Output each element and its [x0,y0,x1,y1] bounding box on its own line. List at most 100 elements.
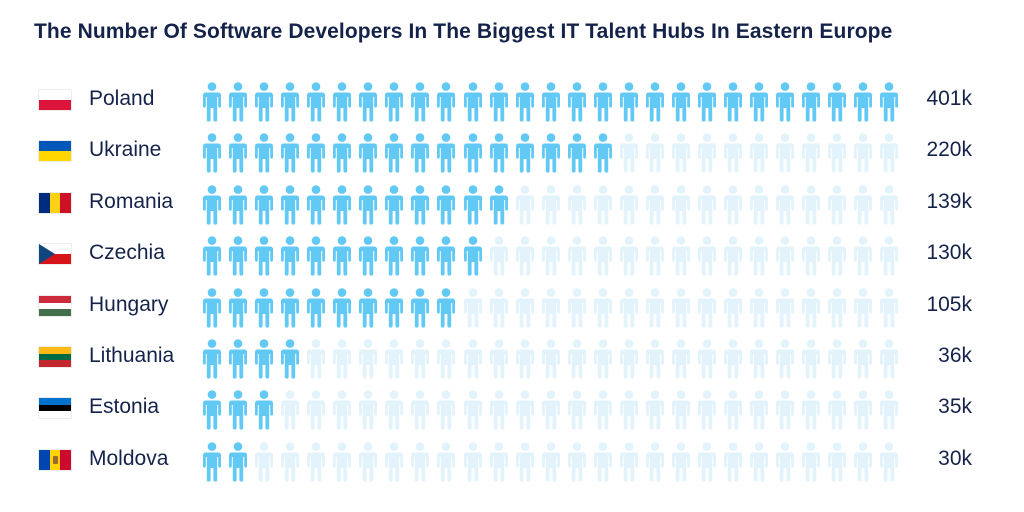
person-icon-empty [385,390,404,430]
person-icon-empty [828,339,847,379]
person-icon-empty [619,339,638,379]
person-icon-filled [359,236,378,276]
person-icon-empty [802,133,821,173]
chart-title: The Number Of Software Developers In The… [34,20,893,43]
person-icon-empty [593,390,612,430]
person-icon-empty [854,442,873,482]
country-label: Lithuania [89,343,175,367]
person-icon-filled [541,82,560,122]
person-icon-empty [828,185,847,225]
person-icon-empty [645,133,664,173]
value-label: 401k [926,87,972,110]
person-icon-empty [671,133,690,173]
person-icon-filled [333,133,352,173]
person-icon-empty [697,287,716,328]
person-icon-empty [359,390,378,430]
person-icon-empty [281,390,300,430]
person-icon-filled [229,236,248,276]
country-label: Ukraine [89,138,162,162]
person-icon-empty [854,390,873,430]
person-icon-empty [645,287,664,328]
person-icon-filled [281,236,300,276]
person-icon-filled [411,236,430,276]
person-icon-empty [697,185,716,225]
person-icon-filled [567,82,586,122]
person-icon-filled [203,390,221,430]
person-icon-empty [776,185,795,225]
person-icon-filled [255,390,274,430]
person-icon-empty [645,185,664,225]
moldova-flag-icon [39,449,71,470]
person-icon-empty [463,339,482,379]
person-icon-empty [776,339,795,379]
person-icon-filled [619,82,638,122]
person-icon-empty [463,390,482,430]
person-icon-empty [567,390,586,430]
estonia-flag-icon [39,398,71,419]
person-icon-filled [593,82,612,122]
value-label: 36k [938,343,972,367]
person-icon-empty [671,390,690,430]
person-icon-empty [697,390,716,430]
person-icon-empty [880,185,899,225]
person-icon-empty [593,442,612,482]
person-icon-filled [463,236,482,276]
person-icon-filled [645,82,664,122]
person-icon-filled [463,82,482,122]
country-row-poland: Poland 401k [0,74,1024,125]
person-icon-empty [411,390,430,430]
person-icon-empty [750,390,769,430]
person-icon-empty [671,339,690,379]
person-icon-filled [229,339,248,379]
person-icon-empty [776,133,795,173]
person-icon-empty [828,133,847,173]
person-icon-empty [333,339,352,379]
person-icon-filled [203,236,221,276]
person-icon-filled [515,133,534,173]
person-icon-empty [828,236,847,276]
ukraine-flag-icon [39,141,71,162]
country-label: Estonia [89,395,160,419]
person-icon-empty [255,442,274,482]
person-icon-filled [385,287,404,328]
person-icon-empty [437,339,456,379]
person-icon-filled [671,82,690,122]
person-icon-filled [489,185,508,225]
person-icon-filled [255,236,274,276]
person-icon-empty [776,442,795,482]
person-icon-empty [854,339,873,379]
person-icon-filled [828,82,847,122]
person-icon-filled [333,236,352,276]
person-icon-filled [437,236,456,276]
country-row-czechia: Czechia 130k [0,228,1024,279]
person-icons [202,339,902,379]
value-label: 105k [926,292,972,316]
person-icon-empty [750,287,769,328]
country-row-moldova: Moldova 30k [0,434,1024,485]
person-icon-filled [437,133,456,173]
person-icon-empty [671,185,690,225]
country-label: Romania [89,189,174,213]
person-icon-empty [750,133,769,173]
person-icon-empty [828,287,847,328]
person-icon-filled [203,287,221,328]
person-icons [202,287,902,328]
person-icon-empty [567,287,586,328]
person-icon-filled [411,287,430,328]
country-label: Czechia [89,241,165,265]
person-icon-empty [854,236,873,276]
person-icon-filled [724,82,742,122]
country-row-ukraine: Ukraine 220k [0,125,1024,176]
person-icon-empty [515,442,534,482]
person-icon-empty [697,133,716,173]
person-icon-filled [307,236,326,276]
person-icon-empty [333,390,352,430]
person-icon-filled [385,236,404,276]
person-icon-empty [515,390,534,430]
person-icon-filled [281,339,300,379]
country-row-romania: Romania 139k [0,177,1024,228]
person-icon-filled [567,133,586,173]
person-icon-filled [854,82,873,122]
person-icon-empty [776,390,795,430]
person-icon-filled [255,82,274,122]
